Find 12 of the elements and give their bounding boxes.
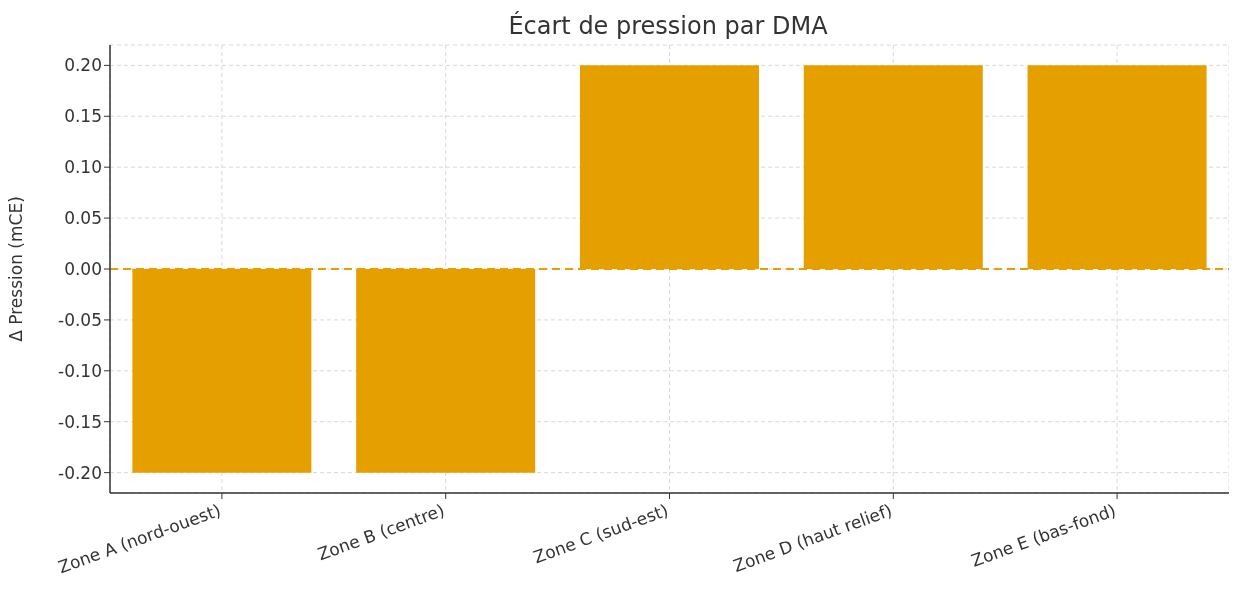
chart-title: Écart de pression par DMA <box>507 12 829 40</box>
y-axis-title: Δ Pression (mCE) <box>6 196 27 342</box>
y-tick-label: 0.00 <box>64 259 102 280</box>
y-tick-label: -0.15 <box>58 411 102 432</box>
y-tick-label: 0.20 <box>64 55 102 76</box>
y-tick-label: 0.15 <box>64 106 102 127</box>
y-tick-label: -0.10 <box>58 360 102 381</box>
y-tick-label: 0.10 <box>64 157 102 178</box>
x-tick-label: Zone D (haut relief) <box>730 499 895 577</box>
y-tick-label: -0.20 <box>58 462 102 483</box>
y-tick-label: 0.05 <box>64 208 102 229</box>
y-tick-label: -0.05 <box>58 309 102 330</box>
